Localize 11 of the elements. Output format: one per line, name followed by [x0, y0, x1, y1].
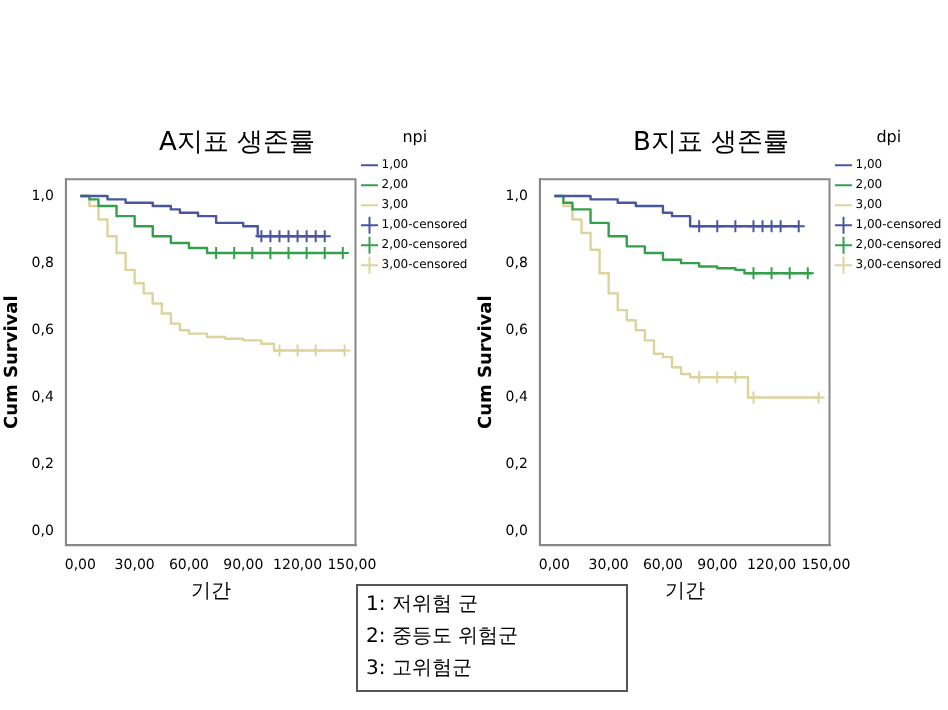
x-axis-title: 기간 [190, 581, 231, 604]
legend-title: dpi [876, 128, 902, 147]
chart-title: A지표 생존률 [158, 128, 316, 159]
y-axis-title: Cum Survival [3, 295, 24, 430]
chart-title: B지표 생존률 [632, 128, 790, 159]
text: 3: 고위험군 [366, 656, 474, 684]
y-axis-title: Cum Survival [477, 295, 498, 430]
text: 1: 저위험 군 [366, 592, 481, 620]
x-axis-title: 기간 [664, 581, 705, 604]
legend-title: npi [402, 128, 428, 147]
text: 2: 중등도 위험군 [366, 624, 521, 652]
